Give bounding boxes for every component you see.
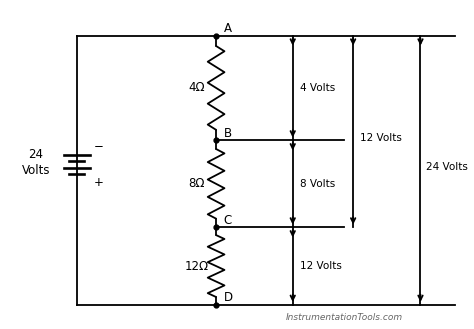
Text: A: A	[224, 22, 231, 35]
Text: 24
Volts: 24 Volts	[22, 148, 50, 177]
Text: −: −	[94, 140, 104, 153]
Text: 4 Volts: 4 Volts	[300, 83, 335, 93]
Text: D: D	[224, 291, 233, 304]
Text: InstrumentationTools.com: InstrumentationTools.com	[285, 314, 402, 322]
Text: 12 Volts: 12 Volts	[360, 133, 402, 143]
Text: 8 Volts: 8 Volts	[300, 179, 335, 189]
Text: 12 Volts: 12 Volts	[300, 261, 342, 271]
Text: B: B	[224, 127, 232, 140]
Text: 4Ω: 4Ω	[188, 81, 205, 94]
Text: +: +	[94, 176, 104, 189]
Text: 8Ω: 8Ω	[188, 177, 205, 190]
Text: C: C	[224, 214, 232, 227]
Text: 24 Volts: 24 Volts	[426, 162, 468, 172]
Text: 12Ω: 12Ω	[184, 260, 209, 272]
